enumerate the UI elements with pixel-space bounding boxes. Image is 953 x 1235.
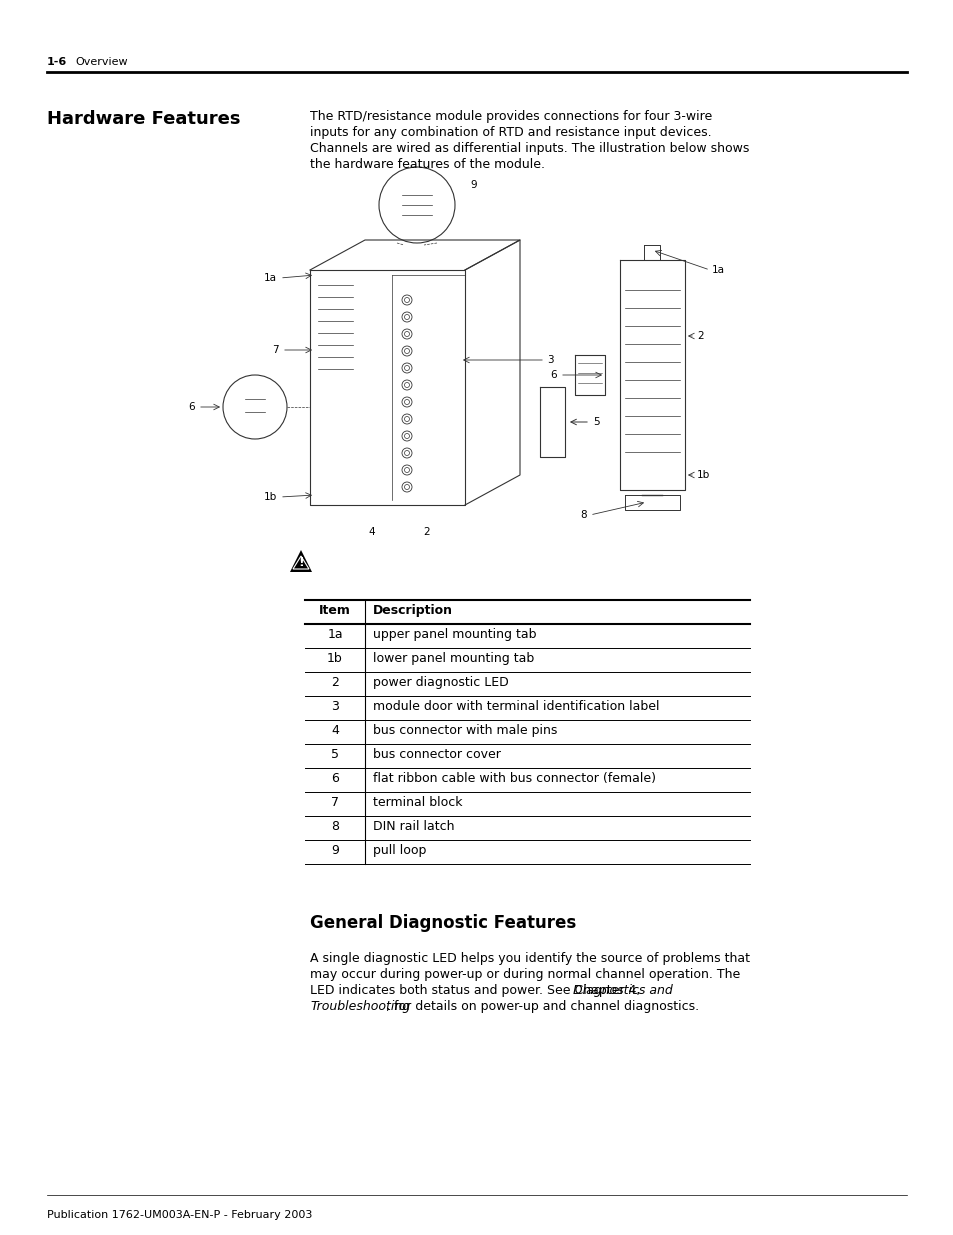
Text: 2: 2 <box>331 676 338 689</box>
Text: 1b: 1b <box>697 471 709 480</box>
Text: 6: 6 <box>188 403 194 412</box>
Text: inputs for any combination of RTD and resistance input devices.: inputs for any combination of RTD and re… <box>310 126 711 140</box>
Text: the hardware features of the module.: the hardware features of the module. <box>310 158 544 170</box>
Text: 9: 9 <box>470 180 476 190</box>
Text: General Diagnostic Features: General Diagnostic Features <box>310 914 576 932</box>
Circle shape <box>404 298 409 303</box>
Text: Publication 1762-UM003A-EN-P - February 2003: Publication 1762-UM003A-EN-P - February … <box>47 1210 312 1220</box>
Text: 8: 8 <box>331 820 338 832</box>
Circle shape <box>404 484 409 489</box>
Circle shape <box>404 468 409 473</box>
Text: 1-6: 1-6 <box>47 57 67 67</box>
Text: 8: 8 <box>579 510 586 520</box>
Text: 3: 3 <box>546 354 553 366</box>
Circle shape <box>401 380 412 390</box>
Circle shape <box>404 399 409 405</box>
Text: DIN rail latch: DIN rail latch <box>373 820 454 832</box>
Circle shape <box>404 383 409 388</box>
Circle shape <box>401 396 412 408</box>
Circle shape <box>404 366 409 370</box>
Circle shape <box>401 346 412 356</box>
Text: Overview: Overview <box>75 57 128 67</box>
Text: Diagnostics and: Diagnostics and <box>572 984 672 997</box>
Text: bus connector cover: bus connector cover <box>373 748 500 761</box>
Circle shape <box>404 315 409 320</box>
Text: upper panel mounting tab: upper panel mounting tab <box>373 629 536 641</box>
Text: 5: 5 <box>593 417 599 427</box>
Text: LED indicates both status and power. See Chapter 4, Diagnostics and: LED indicates both status and power. See… <box>310 984 744 997</box>
Circle shape <box>401 312 412 322</box>
Circle shape <box>404 451 409 456</box>
Circle shape <box>401 466 412 475</box>
Text: Channels are wired as differential inputs. The illustration below shows: Channels are wired as differential input… <box>310 142 749 156</box>
Text: 2: 2 <box>423 527 430 537</box>
Text: 2: 2 <box>697 331 703 341</box>
Circle shape <box>404 433 409 438</box>
Text: 6: 6 <box>550 370 557 380</box>
Text: A single diagnostic LED helps you identify the source of problems that: A single diagnostic LED helps you identi… <box>310 952 749 965</box>
Text: may occur during power-up or during normal channel operation. The: may occur during power-up or during norm… <box>310 968 740 981</box>
Text: 4: 4 <box>368 527 375 537</box>
Text: lower panel mounting tab: lower panel mounting tab <box>373 652 534 664</box>
Circle shape <box>401 295 412 305</box>
Text: 7: 7 <box>273 345 278 354</box>
Text: 5: 5 <box>331 748 338 761</box>
Text: module door with terminal identification label: module door with terminal identification… <box>373 700 659 713</box>
Text: Description: Description <box>373 604 453 618</box>
Circle shape <box>223 375 287 438</box>
Text: 9: 9 <box>331 844 338 857</box>
Text: 3: 3 <box>331 700 338 713</box>
Circle shape <box>401 329 412 338</box>
Text: Item: Item <box>318 604 351 618</box>
Text: 7: 7 <box>331 797 338 809</box>
Text: bus connector with male pins: bus connector with male pins <box>373 724 557 737</box>
Text: The RTD/resistance module provides connections for four 3-wire: The RTD/resistance module provides conne… <box>310 110 712 124</box>
Text: 1b: 1b <box>327 652 342 664</box>
Circle shape <box>401 414 412 424</box>
Circle shape <box>404 331 409 336</box>
Polygon shape <box>290 550 312 572</box>
Text: 4: 4 <box>331 724 338 737</box>
Text: power diagnostic LED: power diagnostic LED <box>373 676 508 689</box>
Text: , for details on power-up and channel diagnostics.: , for details on power-up and channel di… <box>385 1000 699 1013</box>
Text: Troubleshooting: Troubleshooting <box>310 1000 410 1013</box>
Circle shape <box>401 482 412 492</box>
Circle shape <box>404 416 409 421</box>
Circle shape <box>401 431 412 441</box>
Text: 1a: 1a <box>264 273 276 283</box>
Text: terminal block: terminal block <box>373 797 462 809</box>
Text: 1a: 1a <box>711 266 724 275</box>
Circle shape <box>401 363 412 373</box>
Circle shape <box>378 167 455 243</box>
Text: 1b: 1b <box>263 492 276 501</box>
Text: 6: 6 <box>331 772 338 785</box>
Text: !: ! <box>297 556 304 568</box>
Circle shape <box>401 448 412 458</box>
Circle shape <box>404 348 409 353</box>
Text: flat ribbon cable with bus connector (female): flat ribbon cable with bus connector (fe… <box>373 772 656 785</box>
Text: 1a: 1a <box>327 629 342 641</box>
Text: Hardware Features: Hardware Features <box>47 110 240 128</box>
Text: pull loop: pull loop <box>373 844 426 857</box>
Text: LED indicates both status and power. See Chapter 4,: LED indicates both status and power. See… <box>310 984 643 997</box>
